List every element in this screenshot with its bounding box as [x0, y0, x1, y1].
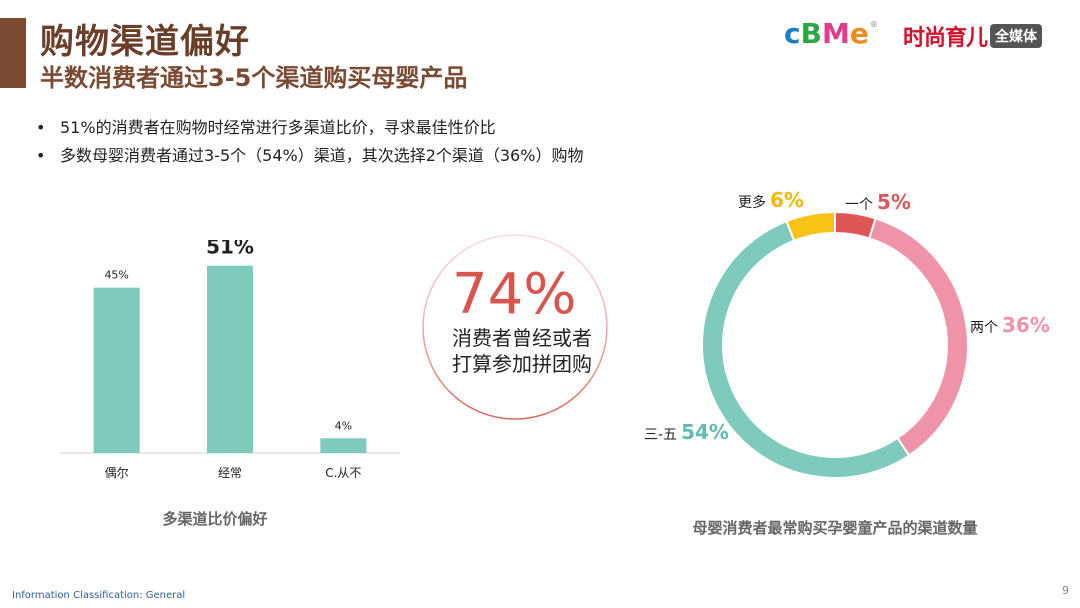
donut-slice: [785, 210, 836, 243]
cbme-logo: c B M e ®: [784, 20, 878, 48]
page-title: 购物渠道偏好: [40, 22, 250, 62]
donut-slice: [701, 219, 911, 479]
callout-line: 打算参加拼团购: [452, 352, 592, 376]
bullet-list: • 51%的消费者在购物时经常进行多渠道比价，寻求最佳性价比 • 多数母婴消费者通过…: [36, 114, 583, 170]
donut-label-one: 一个 5%: [845, 190, 911, 214]
fashion-parenting-logo: 时尚育儿 全媒体: [903, 20, 1043, 52]
donut-label-value: 5%: [877, 190, 911, 214]
donut-label-value: 36%: [1002, 313, 1050, 337]
donut-label-text: 三-五: [644, 427, 678, 443]
bar-data-label: 4%: [335, 419, 352, 432]
bullet-marker: •: [36, 118, 46, 137]
callout-text: 消费者曾经或者 打算参加拼团购: [452, 325, 592, 377]
donut-label-value: 54%: [681, 420, 729, 444]
bullet-marker: •: [36, 146, 46, 165]
bar-data-label: 45%: [104, 269, 128, 282]
bar: [320, 438, 367, 453]
bar-chart: 45% 51% 4%: [60, 240, 400, 460]
title-accent-bar: [0, 18, 26, 88]
donut-label-text: 一个: [845, 197, 873, 213]
donut-label-three-five: 三-五 54%: [644, 420, 729, 444]
donut-label-two: 两个 36%: [970, 313, 1050, 337]
callout-value: 74%: [452, 262, 577, 327]
donut-label-more: 更多 6%: [738, 188, 804, 212]
classification-label: Information Classification: General: [12, 590, 186, 601]
donut-chart: [701, 210, 969, 479]
bullet-item: • 51%的消费者在购物时经常进行多渠道比价，寻求最佳性价比: [36, 114, 583, 142]
fashion-logo-tag: 全媒体: [990, 24, 1043, 48]
donut-label-text: 更多: [738, 195, 766, 211]
page-subtitle: 半数消费者通过3-5个渠道购买母婴产品: [40, 64, 468, 92]
bullet-item: • 多数母婴消费者通过3-5个（54%）渠道，其次选择2个渠道（36%）购物: [36, 142, 583, 170]
callout-circle: [422, 234, 608, 420]
fashion-logo-text: 时尚育儿: [903, 25, 988, 51]
bar-category-label: 经常: [217, 466, 242, 480]
bullet-text: 多数母婴消费者通过3-5个（54%）渠道，其次选择2个渠道（36%）购物: [60, 146, 584, 165]
cbme-logo-letter: c: [784, 17, 801, 50]
bar-data-label: 51%: [206, 240, 254, 259]
bar-category-label: C.从不: [325, 466, 362, 480]
registered-mark: ®: [869, 20, 878, 29]
callout-line: 消费者曾经或者: [452, 326, 592, 350]
donut-label-text: 两个: [970, 320, 998, 336]
cbme-logo-letter: M: [821, 17, 850, 50]
bar: [93, 287, 140, 453]
bar: [207, 265, 253, 453]
donut-label-value: 6%: [770, 188, 804, 212]
bullet-text: 51%的消费者在购物时经常进行多渠道比价，寻求最佳性价比: [60, 118, 496, 137]
cbme-logo-letter: e: [849, 17, 869, 50]
cbme-logo-letter: B: [800, 17, 822, 50]
bar-chart-title: 多渠道比价偏好: [162, 510, 268, 528]
bar-chart-svg: 45% 51% 4%: [60, 240, 400, 454]
donut-chart-title: 母婴消费者最常购买孕婴童产品的渠道数量: [692, 519, 978, 537]
donut-slice: [868, 217, 969, 457]
bar-category-label: 偶尔: [104, 466, 129, 480]
page-number: 9: [1062, 584, 1069, 597]
